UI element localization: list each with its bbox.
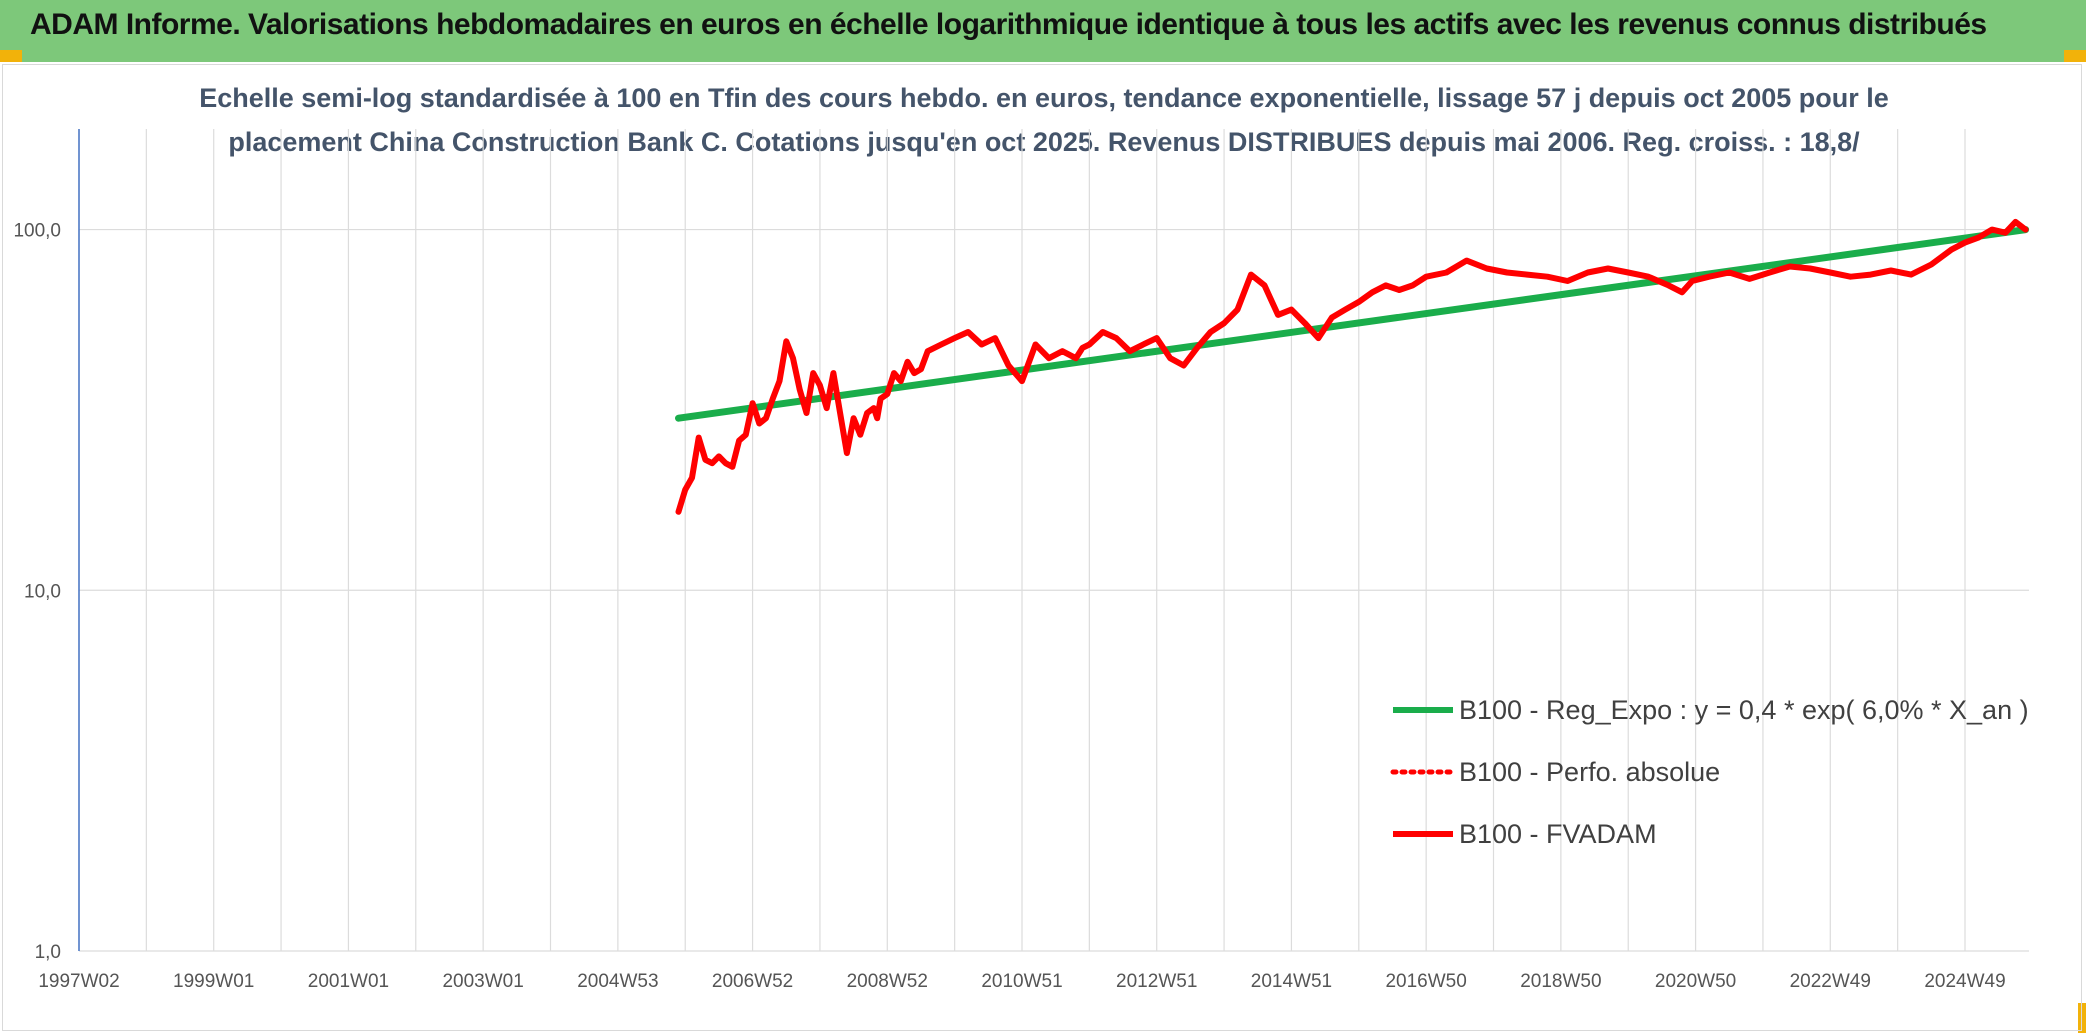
chart-title-line-2: placement China Construction Bank C. Cot… [228, 127, 1860, 157]
corner-accent-bottom-right [2078, 1003, 2086, 1033]
legend: B100 - Reg_Expo : y = 0,4 * exp( 6,0% * … [1390, 695, 2029, 849]
series-lines [675, 218, 2030, 515]
x-tick-label: 2006W52 [712, 971, 793, 992]
x-tick-label: 2020W50 [1655, 971, 1736, 992]
chart-svg: Echelle semi-log standardisée à 100 en T… [13, 83, 2030, 992]
axes: 1,0 10,0 100,0 1997W02 1999W01 2001W01 2003W01… [13, 129, 2006, 992]
trend-line [675, 226, 2030, 422]
fvadam-line [675, 218, 2029, 515]
x-tick-label: 2018W50 [1520, 971, 1601, 992]
x-tick-label: 2016W50 [1385, 971, 1466, 992]
corner-accent-left [0, 50, 22, 62]
x-tick-label: 2008W52 [847, 971, 928, 992]
y-tick-label: 10,0 [24, 581, 61, 602]
report-title: ADAM Informe. Valorisations hebdomadaire… [30, 8, 1987, 41]
grid [78, 129, 2029, 952]
x-tick-label: 2003W01 [442, 971, 523, 992]
x-tick-label: 2014W51 [1251, 971, 1332, 992]
x-tick-label: 2012W51 [1116, 971, 1197, 992]
x-tick-label: 1997W02 [38, 971, 119, 992]
y-tick-label: 1,0 [35, 942, 61, 963]
x-tick-label: 2010W51 [981, 971, 1062, 992]
legend-label: B100 - FVADAM [1459, 819, 1657, 849]
x-tick-label: 2024W49 [1924, 971, 2005, 992]
x-tick-label: 1999W01 [173, 971, 254, 992]
corner-accent-right [2064, 50, 2086, 62]
legend-label: B100 - Reg_Expo : y = 0,4 * exp( 6,0% * … [1459, 695, 2029, 725]
legend-label: B100 - Perfo. absolue [1459, 757, 1720, 787]
x-tick-label: 2004W53 [577, 971, 658, 992]
chart-title-line-1: Echelle semi-log standardisée à 100 en T… [199, 83, 1889, 113]
chart-area: Echelle semi-log standardisée à 100 en T… [2, 64, 2082, 1031]
x-tick-label: 2001W01 [308, 971, 389, 992]
x-tick-label: 2022W49 [1790, 971, 1871, 992]
y-tick-label: 100,0 [13, 221, 61, 242]
header-band: ADAM Informe. Valorisations hebdomadaire… [0, 0, 2086, 62]
